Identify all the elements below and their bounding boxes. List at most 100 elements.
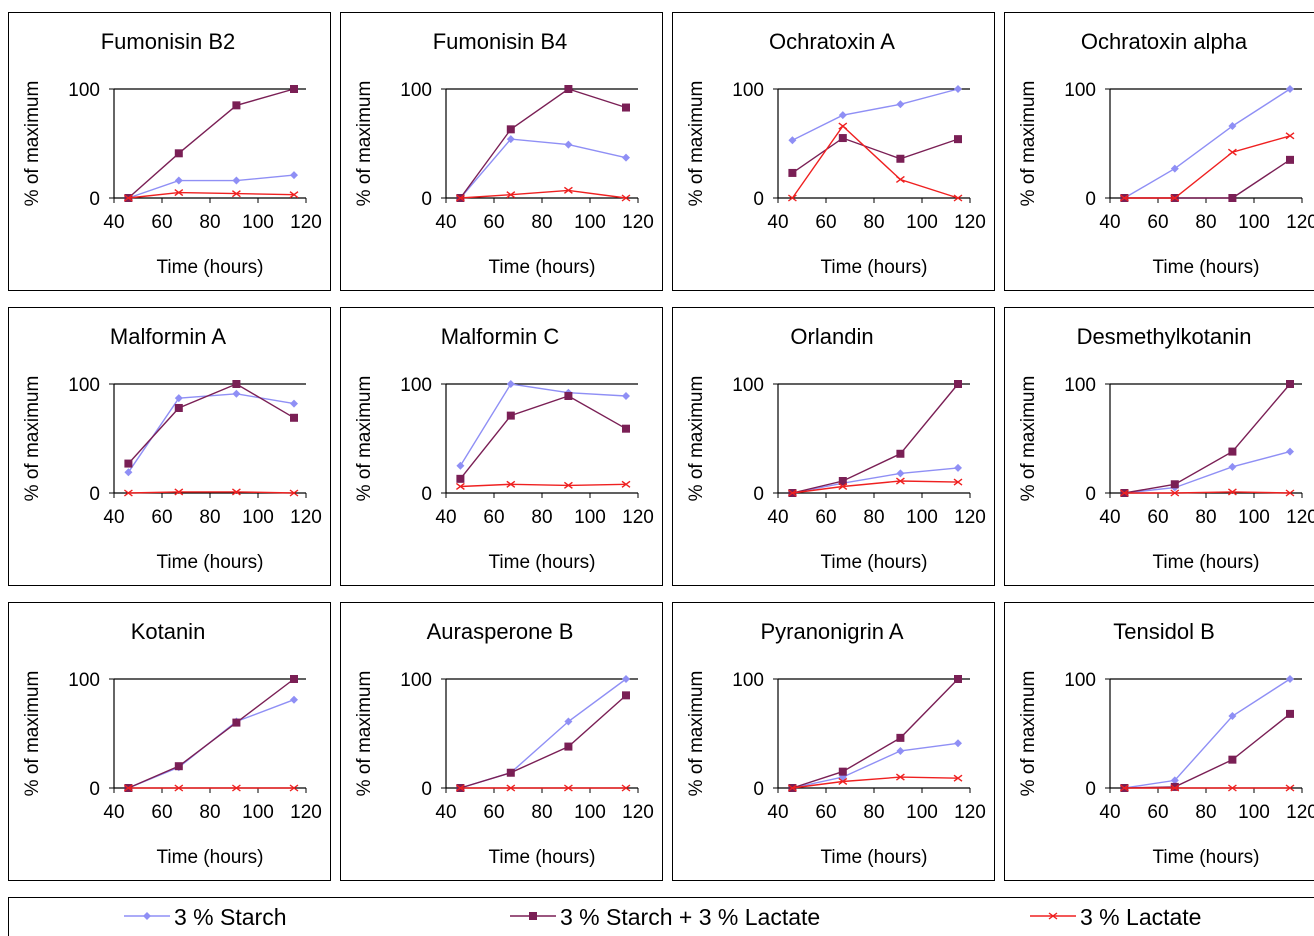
y-axis-label: % of maximum <box>354 81 375 207</box>
panel-aurasperone-b: Aurasperone B 40 60 80 100 120 0 100 Time (hours… <box>340 602 663 881</box>
y-axis-label: % of maximum <box>686 81 707 207</box>
data-point <box>506 768 515 777</box>
x-tick-label: 100 <box>574 507 606 528</box>
x-tick-label: 100 <box>1238 802 1270 823</box>
x-axis-label: Time (hours) <box>157 552 264 573</box>
x-tick-label: 40 <box>435 212 456 233</box>
data-point <box>954 463 962 472</box>
data-point <box>290 171 298 180</box>
y-axis-label: % of maximum <box>686 376 707 502</box>
legend-marker <box>143 912 151 920</box>
data-point <box>896 733 905 742</box>
data-point <box>1228 122 1237 131</box>
x-tick-label: 60 <box>815 802 836 823</box>
data-point <box>290 399 298 408</box>
data-point <box>1286 380 1294 388</box>
panel-title: Orlandin <box>790 324 873 349</box>
panel-frame <box>8 307 331 586</box>
series-3-lactate <box>123 784 299 792</box>
x-tick-label: 60 <box>815 507 836 528</box>
data-point <box>290 85 298 93</box>
data-point <box>174 488 184 496</box>
data-point <box>174 394 183 403</box>
panel-frame <box>8 12 331 291</box>
data-point <box>232 380 241 388</box>
x-tick-label: 60 <box>483 802 504 823</box>
series-line <box>128 491 295 494</box>
y-axis-label: % of maximum <box>1018 671 1039 797</box>
x-tick-label: 40 <box>103 212 124 233</box>
y-axis-label: % of maximum <box>22 671 43 797</box>
x-tick-label: 100 <box>574 212 606 233</box>
data-point <box>622 103 630 112</box>
data-point <box>622 153 630 162</box>
data-point <box>563 481 573 489</box>
data-point <box>787 489 797 497</box>
data-point <box>506 411 515 420</box>
data-point <box>622 424 630 433</box>
series-line <box>459 383 627 467</box>
data-point <box>1285 784 1295 792</box>
x-tick-label: 80 <box>863 212 884 233</box>
series-line <box>1124 383 1291 494</box>
data-point <box>1285 489 1295 497</box>
data-point <box>124 468 133 477</box>
y-tick-label: 0 <box>89 779 100 800</box>
data-point <box>896 449 905 458</box>
data-point <box>506 480 516 488</box>
data-point <box>954 739 962 748</box>
x-tick-label: 80 <box>863 507 884 528</box>
panel-title: Ochratoxin A <box>769 29 895 54</box>
x-tick-label: 40 <box>767 507 788 528</box>
x-tick-label: 40 <box>767 802 788 823</box>
data-point <box>123 784 133 792</box>
y-tick-label: 0 <box>421 779 432 800</box>
series-line <box>792 776 959 789</box>
x-axis-label: Time (hours) <box>1153 552 1260 573</box>
series-line <box>459 138 627 199</box>
panel-frame <box>1004 12 1314 291</box>
data-point <box>1170 194 1180 202</box>
data-point <box>896 100 905 109</box>
series-line <box>127 88 295 199</box>
series-line <box>1124 88 1291 199</box>
data-point <box>1286 675 1294 683</box>
series-3-starch-3-lactate <box>456 391 630 483</box>
data-point <box>622 675 630 683</box>
series-3-lactate <box>1119 488 1295 497</box>
series-3-starch <box>788 85 962 145</box>
data-point <box>123 489 133 497</box>
x-tick-label: 40 <box>1099 507 1120 528</box>
x-tick-label: 100 <box>242 507 274 528</box>
data-point <box>563 784 573 792</box>
legend-item-1: 3 % Starch + 3 % Lactate <box>510 904 820 930</box>
panel-kotanin: Kotanin 40 60 80 100 120 0 100 Time (hours) % of … <box>8 602 331 881</box>
data-point <box>174 784 184 792</box>
x-tick-label: 100 <box>906 507 938 528</box>
data-point <box>455 194 465 202</box>
x-tick-label: 80 <box>199 212 220 233</box>
y-tick-label: 100 <box>1064 80 1096 101</box>
data-point <box>174 762 183 771</box>
series-line <box>792 467 959 494</box>
y-axis-label: % of maximum <box>1018 81 1039 207</box>
series-line <box>127 383 295 465</box>
y-tick-label: 100 <box>68 80 100 101</box>
panel-malformin-c: Malformin C 40 60 80 100 120 0 100 Time (hours)%… <box>340 307 663 586</box>
x-tick-label: 60 <box>483 212 504 233</box>
series-line <box>792 88 959 141</box>
legend-frame <box>8 897 1314 936</box>
y-tick-label: 100 <box>68 670 100 691</box>
data-point <box>231 784 241 792</box>
y-axis-label: % of maximum <box>22 81 43 207</box>
data-point <box>1170 480 1179 489</box>
y-tick-label: 100 <box>732 670 764 691</box>
x-tick-label: 40 <box>435 802 456 823</box>
panel-frame <box>340 12 663 291</box>
panel-orlandin: Orlandin 40 60 80 100 120 0 100 Time (hours) % of… <box>672 307 995 586</box>
data-point <box>838 477 847 486</box>
data-point <box>290 695 298 704</box>
panel-frame <box>1004 602 1314 881</box>
panel-malformin-a: Malformin A 40 60 80 100 120 0 100 Time (hours)%… <box>8 307 331 586</box>
data-point <box>456 474 465 483</box>
